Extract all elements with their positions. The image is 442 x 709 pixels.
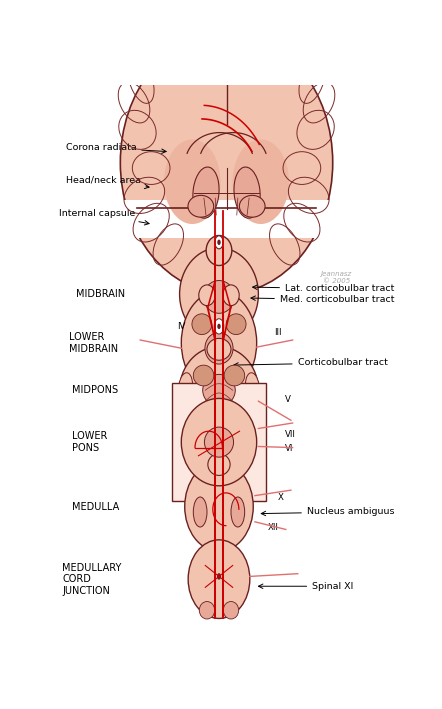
Circle shape — [217, 240, 221, 245]
Ellipse shape — [193, 365, 214, 386]
Text: LOWER
MIDBRAIN: LOWER MIDBRAIN — [69, 332, 118, 354]
Text: LOWER
PONS: LOWER PONS — [72, 431, 108, 453]
Ellipse shape — [120, 32, 333, 294]
Ellipse shape — [204, 281, 234, 313]
Text: XII: XII — [268, 523, 278, 532]
Ellipse shape — [205, 333, 233, 364]
Ellipse shape — [193, 497, 207, 527]
FancyBboxPatch shape — [172, 383, 266, 501]
Ellipse shape — [231, 497, 245, 527]
Ellipse shape — [199, 285, 215, 306]
Circle shape — [217, 323, 221, 329]
Text: Med. corticobulbar tract: Med. corticobulbar tract — [251, 295, 394, 304]
Ellipse shape — [224, 365, 245, 386]
Ellipse shape — [226, 314, 246, 335]
Ellipse shape — [206, 235, 232, 265]
Text: Corticobulbar tract: Corticobulbar tract — [234, 359, 388, 367]
Ellipse shape — [164, 140, 221, 224]
Ellipse shape — [181, 291, 257, 395]
Circle shape — [215, 236, 223, 249]
Text: Corona radiata: Corona radiata — [65, 143, 166, 153]
Text: Nucleus ambiguus: Nucleus ambiguus — [261, 508, 394, 516]
Ellipse shape — [232, 140, 289, 224]
Ellipse shape — [240, 196, 265, 217]
Text: VII: VII — [285, 430, 296, 439]
Text: Internal capsule: Internal capsule — [59, 209, 149, 225]
Text: MIDPONS: MIDPONS — [72, 385, 118, 395]
Ellipse shape — [179, 247, 259, 340]
Circle shape — [214, 319, 224, 334]
Ellipse shape — [245, 373, 259, 402]
Text: V: V — [285, 395, 291, 404]
Text: MEDULLA: MEDULLA — [72, 501, 120, 511]
Ellipse shape — [208, 454, 230, 476]
Ellipse shape — [181, 398, 257, 486]
Ellipse shape — [192, 314, 212, 335]
Text: III: III — [274, 328, 282, 337]
Text: MIDBRAIN: MIDBRAIN — [76, 289, 125, 299]
Circle shape — [217, 573, 221, 580]
Ellipse shape — [234, 167, 260, 218]
Ellipse shape — [203, 374, 235, 406]
Text: MEDULLARY
CORD
JUNCTION: MEDULLARY CORD JUNCTION — [62, 562, 122, 596]
Ellipse shape — [207, 338, 231, 360]
Ellipse shape — [199, 601, 215, 619]
Ellipse shape — [205, 427, 233, 457]
Text: VI: VI — [285, 444, 293, 453]
Text: Lat. corticobulbar tract: Lat. corticobulbar tract — [253, 284, 394, 294]
FancyBboxPatch shape — [107, 200, 347, 238]
Text: Spinal XI: Spinal XI — [259, 582, 354, 591]
Text: IV: IV — [177, 322, 185, 331]
Ellipse shape — [179, 373, 193, 402]
Text: Head/neck area: Head/neck area — [65, 176, 149, 189]
Ellipse shape — [179, 347, 259, 434]
Ellipse shape — [188, 540, 250, 618]
Text: X: X — [278, 493, 284, 502]
Ellipse shape — [185, 462, 253, 552]
Ellipse shape — [223, 285, 239, 306]
Text: Jeannasz
© 2005: Jeannasz © 2005 — [320, 271, 352, 284]
Ellipse shape — [223, 601, 239, 619]
Ellipse shape — [188, 196, 213, 217]
Ellipse shape — [193, 167, 219, 218]
